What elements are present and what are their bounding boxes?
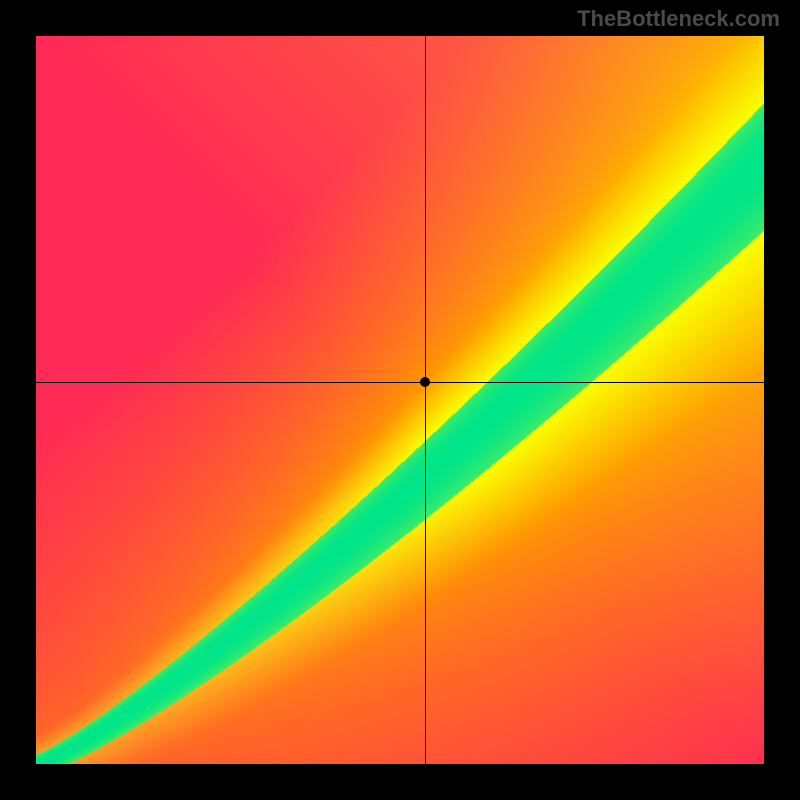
- crosshair-dot: [420, 377, 430, 387]
- crosshair-vertical: [425, 36, 426, 764]
- heatmap-canvas: [36, 36, 764, 764]
- crosshair-horizontal: [36, 382, 764, 383]
- plot-area: [36, 36, 764, 764]
- watermark-text: TheBottleneck.com: [577, 6, 780, 32]
